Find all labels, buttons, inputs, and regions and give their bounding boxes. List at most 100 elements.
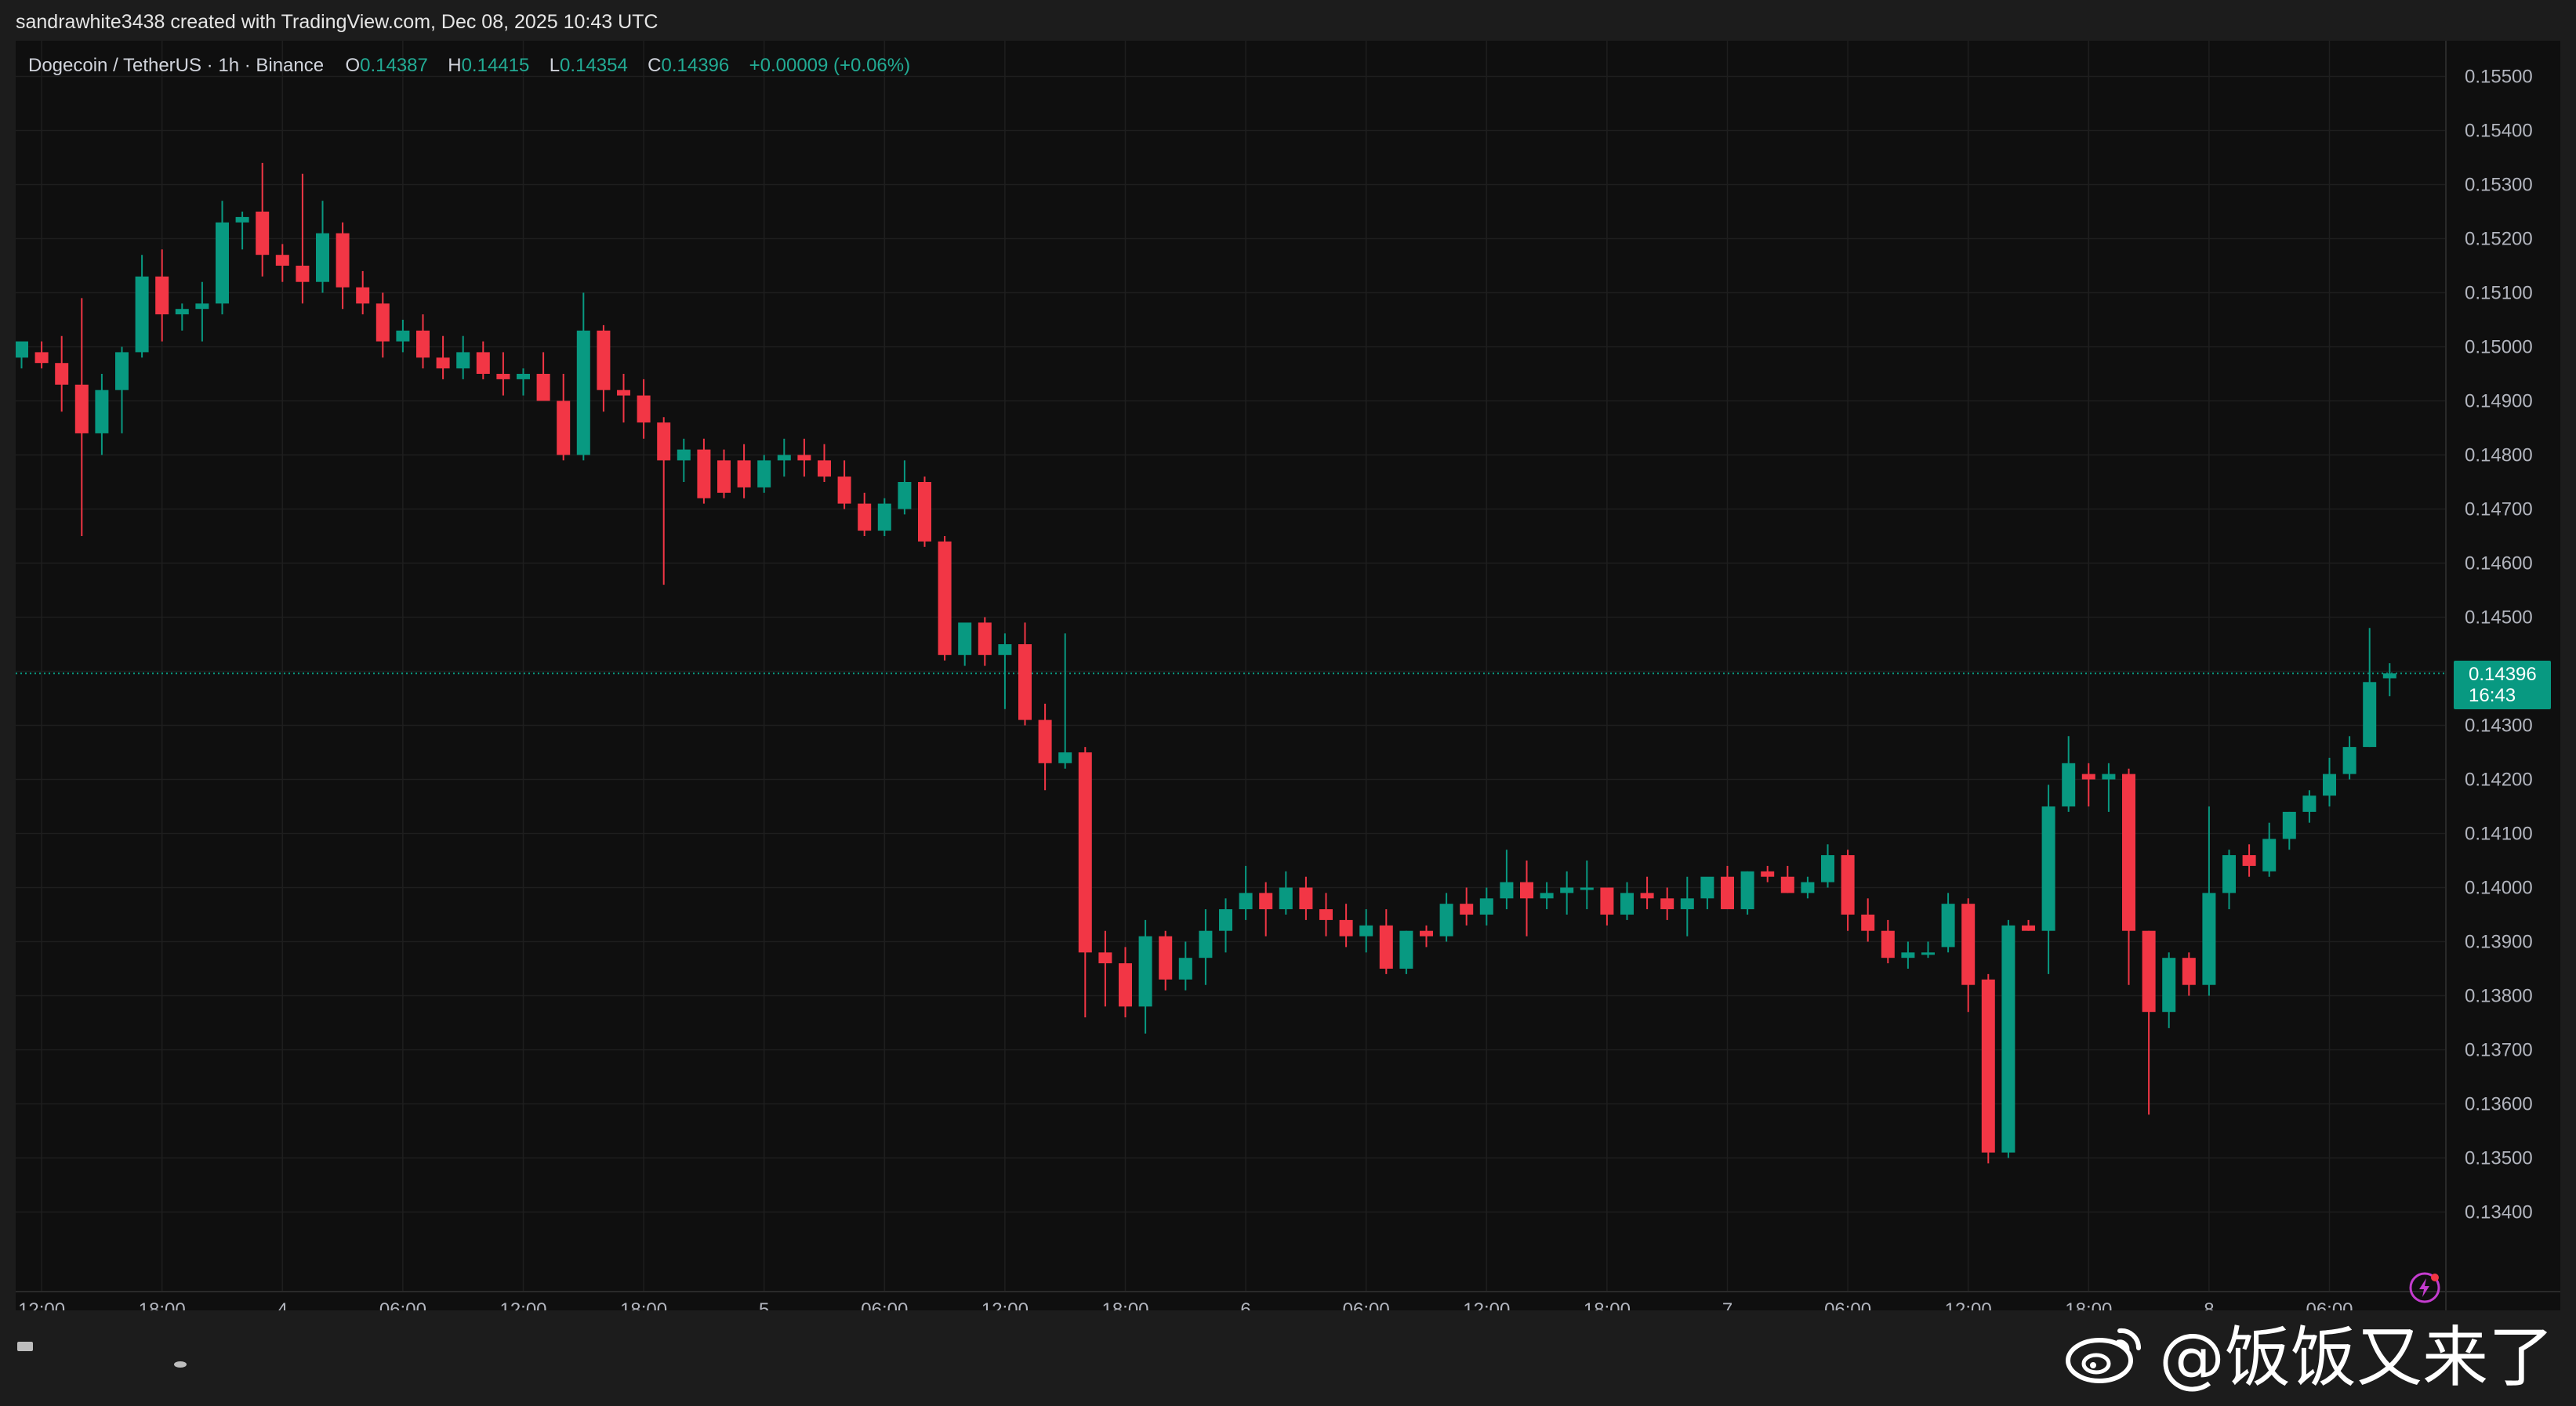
candle-body bbox=[476, 352, 490, 374]
candle-body bbox=[1901, 952, 1915, 958]
candle-body bbox=[2182, 958, 2196, 985]
candle-body bbox=[1219, 909, 1232, 931]
candle-body bbox=[1881, 930, 1895, 958]
candle-body bbox=[195, 303, 209, 310]
candle-body bbox=[376, 303, 390, 342]
candle-body bbox=[316, 233, 329, 282]
candle-body bbox=[396, 330, 410, 342]
candle-body bbox=[2142, 930, 2156, 1013]
candle-body bbox=[1600, 887, 1614, 915]
x-tick-label: 06:00 bbox=[379, 1299, 426, 1310]
weibo-watermark: @饭饭又来了 bbox=[2062, 1305, 2554, 1400]
candle-body bbox=[2202, 893, 2216, 985]
candle-body bbox=[1439, 904, 1453, 937]
candle-body bbox=[95, 390, 109, 433]
x-tick-label: 18:00 bbox=[139, 1299, 186, 1310]
candle-body bbox=[416, 330, 430, 358]
candle-body bbox=[1359, 925, 1373, 937]
candle-body bbox=[1178, 958, 1192, 980]
y-tick-label: 0.13400 bbox=[2465, 1202, 2533, 1223]
candle-body bbox=[1038, 719, 1052, 763]
candle-body bbox=[2022, 925, 2035, 931]
candle-body bbox=[2363, 682, 2377, 748]
candle-body bbox=[1279, 887, 1293, 910]
candle-body bbox=[496, 374, 510, 379]
candle-body bbox=[2382, 673, 2396, 679]
chart-frame[interactable]: 0.15500 0.15400 0.15300 0.15200 0.15100 0.150… bbox=[16, 41, 2560, 1310]
candle-body bbox=[1018, 644, 1032, 720]
candle-body bbox=[1680, 898, 1694, 910]
y-tick-label: 0.14600 bbox=[2465, 553, 2533, 574]
candle-body bbox=[1319, 909, 1333, 920]
candle-body bbox=[1339, 919, 1353, 937]
candle-body bbox=[275, 255, 289, 266]
candle-body bbox=[797, 455, 811, 461]
candle-body bbox=[657, 422, 671, 461]
y-tick-label: 0.15200 bbox=[2465, 229, 2533, 250]
candle-body bbox=[697, 449, 711, 498]
candle-body bbox=[2342, 747, 2356, 774]
watermark-text: @饭饭又来了 bbox=[2158, 1319, 2554, 1396]
candle-body bbox=[1761, 871, 1775, 877]
candle-body bbox=[115, 352, 129, 390]
candle-body bbox=[216, 222, 229, 304]
candle-body bbox=[175, 309, 189, 315]
candle-body bbox=[576, 330, 590, 455]
candle-body bbox=[1941, 904, 1955, 948]
x-tick-label: 4 bbox=[278, 1299, 288, 1310]
candle-body bbox=[1420, 930, 1433, 937]
candle-body bbox=[1961, 904, 1976, 985]
candle-body bbox=[898, 482, 912, 509]
y-tick-label: 0.14200 bbox=[2465, 770, 2533, 791]
y-tick-label: 0.13800 bbox=[2465, 986, 2533, 1007]
candle-body bbox=[1721, 876, 1734, 910]
candle-body bbox=[2001, 925, 2015, 1153]
credit-text: sandrawhite3438 created with TradingView… bbox=[16, 11, 659, 33]
candle-body bbox=[1660, 898, 1674, 910]
x-tick-label: 18:00 bbox=[1101, 1299, 1148, 1310]
footer-logo bbox=[17, 1342, 33, 1351]
candle-body bbox=[1801, 882, 1815, 893]
candle-body bbox=[436, 357, 450, 369]
x-tick-label: 6 bbox=[1240, 1299, 1250, 1310]
candle-body bbox=[1700, 876, 1714, 899]
candle-body bbox=[1098, 952, 1112, 964]
candle-body bbox=[456, 352, 470, 369]
candle-body bbox=[536, 374, 550, 401]
candle-body bbox=[34, 352, 49, 364]
candle-body bbox=[717, 460, 731, 493]
lightning-icon[interactable] bbox=[2407, 1270, 2443, 1306]
candle-body bbox=[2282, 811, 2296, 839]
candle-body bbox=[637, 395, 651, 423]
y-tick-label: 0.14800 bbox=[2465, 445, 2533, 466]
candle-body bbox=[1259, 893, 1273, 910]
candle-body bbox=[1299, 887, 1313, 910]
y-tick-label: 0.14000 bbox=[2465, 878, 2533, 899]
y-tick-label: 0.15300 bbox=[2465, 175, 2533, 196]
candle-body bbox=[1460, 904, 1474, 915]
symbol-name[interactable]: Dogecoin / TetherUS · 1h · Binance bbox=[28, 55, 325, 76]
last-price: 0.14396 bbox=[2469, 664, 2537, 685]
candle-body bbox=[2302, 795, 2317, 812]
candle-body bbox=[1138, 936, 1152, 1007]
candle-body bbox=[877, 503, 891, 531]
y-tick-label: 0.15000 bbox=[2465, 337, 2533, 358]
candle-body bbox=[155, 276, 169, 315]
candle-body bbox=[597, 330, 611, 390]
candle-body bbox=[1239, 893, 1253, 910]
candle-body bbox=[296, 266, 310, 282]
low-value: 0.14354 bbox=[560, 55, 628, 76]
footer-bar bbox=[0, 1310, 2576, 1406]
candlestick-chart[interactable]: 0.15500 0.15400 0.15300 0.15200 0.15100 0.150… bbox=[16, 41, 2560, 1310]
candle-body bbox=[1780, 876, 1794, 893]
symbol-legend: Dogecoin / TetherUS · 1h · Binance O0.14… bbox=[28, 55, 910, 77]
x-tick-label: 12:00 bbox=[1463, 1299, 1510, 1310]
candle-body bbox=[1740, 871, 1754, 910]
candle-body bbox=[1861, 915, 1875, 931]
candle-body bbox=[1540, 893, 1554, 899]
candle-body bbox=[557, 400, 571, 455]
y-tick-label: 0.13900 bbox=[2465, 932, 2533, 953]
x-tick-label: 7 bbox=[1722, 1299, 1732, 1310]
candle-body bbox=[2242, 855, 2256, 866]
candle-body bbox=[1058, 752, 1072, 763]
